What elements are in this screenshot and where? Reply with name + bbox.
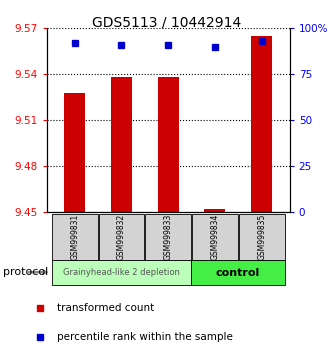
Bar <box>251 36 272 212</box>
Bar <box>64 93 85 212</box>
Text: GDS5113 / 10442914: GDS5113 / 10442914 <box>92 16 241 30</box>
FancyBboxPatch shape <box>239 214 285 260</box>
Text: GSM999835: GSM999835 <box>257 214 266 261</box>
FancyBboxPatch shape <box>191 260 285 285</box>
Text: GSM999834: GSM999834 <box>210 214 219 261</box>
Bar <box>158 78 179 212</box>
FancyBboxPatch shape <box>52 260 191 285</box>
Text: control: control <box>216 268 260 278</box>
Bar <box>111 78 132 212</box>
FancyBboxPatch shape <box>99 214 144 260</box>
Bar <box>204 209 225 212</box>
Text: Grainyhead-like 2 depletion: Grainyhead-like 2 depletion <box>63 268 180 277</box>
Text: percentile rank within the sample: percentile rank within the sample <box>57 332 232 342</box>
Text: protocol: protocol <box>3 267 49 277</box>
Text: GSM999831: GSM999831 <box>70 214 79 260</box>
Text: transformed count: transformed count <box>57 303 154 313</box>
Text: GSM999833: GSM999833 <box>164 214 173 261</box>
FancyBboxPatch shape <box>145 214 191 260</box>
FancyBboxPatch shape <box>192 214 238 260</box>
Text: GSM999832: GSM999832 <box>117 214 126 260</box>
FancyBboxPatch shape <box>52 214 98 260</box>
